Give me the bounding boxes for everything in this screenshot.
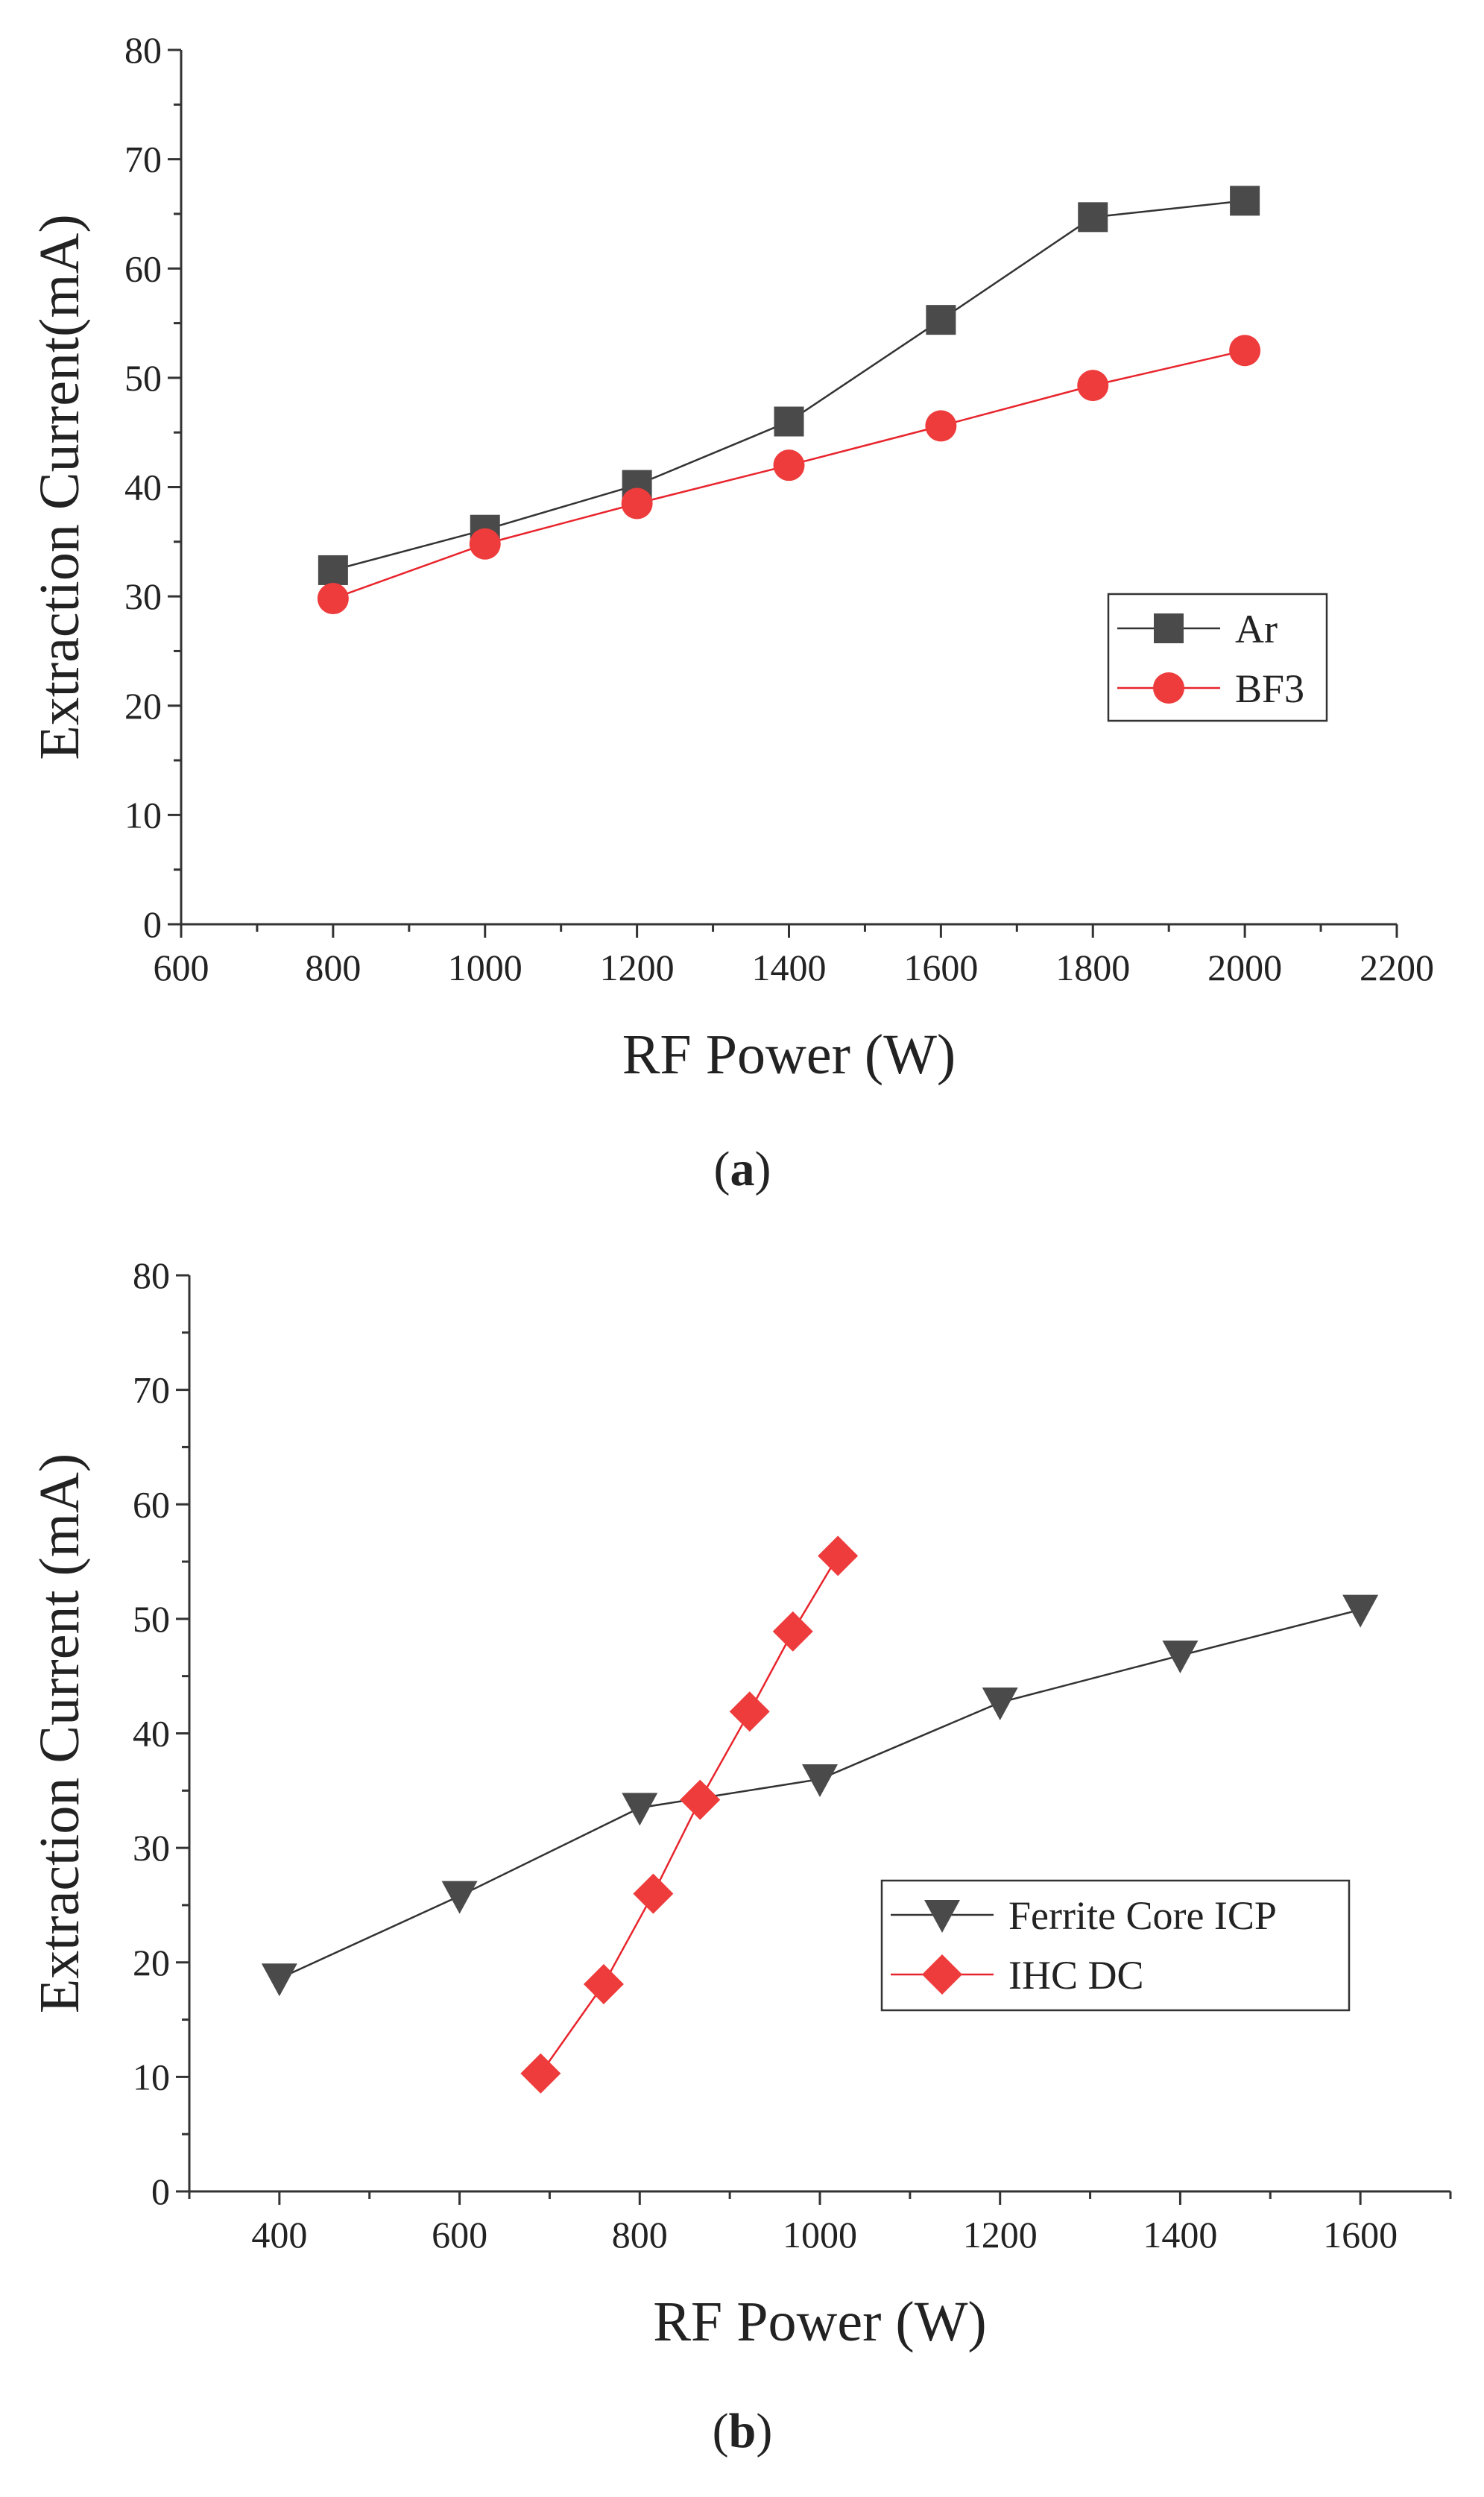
data-point (680, 1779, 721, 1820)
legend-box (1107, 593, 1328, 722)
series-ferrite-core-icp (261, 1594, 1379, 1997)
data-point (772, 1611, 813, 1652)
legend: Ar BF3 (1107, 593, 1328, 722)
data-point (520, 2053, 561, 2094)
panel-label: b (729, 2404, 757, 2458)
x-tick-label: 2200 (1360, 947, 1434, 988)
legend-box (880, 1879, 1351, 2012)
x-tick-label: 1200 (600, 947, 675, 988)
y-tick-label: 20 (124, 685, 162, 727)
legend-marker (922, 1954, 962, 1995)
x-tick-label: 600 (154, 947, 209, 988)
data-point (1162, 1641, 1199, 1674)
y-tick-label: 40 (133, 1713, 170, 1755)
y-tick-label: 30 (133, 1827, 170, 1869)
x-tick-label: 1000 (783, 2214, 857, 2255)
x-tick-label: 1600 (903, 947, 978, 988)
legend-label: BF3 (1235, 666, 1304, 711)
panel-label: a (730, 1142, 755, 1196)
x-tick-label: 600 (432, 2214, 487, 2255)
data-point (469, 528, 501, 560)
x-tick-label: 1200 (963, 2214, 1038, 2255)
legend-marker (1153, 672, 1184, 704)
legend: Ferrite Core ICP IHC DC (880, 1879, 1351, 2012)
x-tick-label: 1800 (1055, 947, 1130, 988)
y-tick-label: 10 (133, 2056, 170, 2097)
y-tick-label: 20 (133, 1942, 170, 1983)
x-tick-label: 400 (251, 2214, 307, 2255)
data-point (802, 1764, 838, 1797)
x-tick-label: 800 (305, 947, 361, 988)
y-tick-label: 70 (133, 1369, 170, 1411)
data-point (633, 1873, 674, 1914)
data-point (1342, 1594, 1379, 1628)
caption-paren-open: ( (713, 2404, 729, 2458)
panel-caption: (b) (713, 2404, 773, 2458)
y-tick-label: 80 (133, 1254, 170, 1296)
series-bf3 (317, 335, 1261, 615)
legend-marker (924, 1900, 960, 1933)
chart-panel-a: 0 10 20 30 40 50 60 70 80 600 800 1000 1200 1400 1600 1… (28, 29, 1434, 1196)
data-point (1077, 370, 1109, 402)
y-tick-label: 40 (124, 467, 162, 508)
data-point (926, 305, 956, 335)
data-point (1229, 335, 1261, 367)
x-tick-label: 1600 (1323, 2214, 1398, 2255)
y-tick-label: 50 (133, 1598, 170, 1640)
y-tick-label: 60 (133, 1483, 170, 1525)
data-point (774, 406, 804, 437)
x-axis-label: RF Power (W) (653, 2291, 987, 2353)
data-point (818, 1535, 859, 1576)
data-point (318, 555, 348, 585)
data-point (925, 410, 957, 442)
data-point (583, 1963, 624, 2004)
y-tick-label: 60 (124, 247, 162, 289)
legend-label: Ar (1235, 607, 1278, 651)
data-point (729, 1691, 770, 1732)
caption-paren-close: ) (755, 1142, 771, 1196)
legend-marker (1154, 613, 1184, 643)
legend-label: Ferrite Core ICP (1008, 1893, 1277, 1938)
x-tick-label: 1000 (448, 947, 522, 988)
x-axis-label: RF Power (W) (622, 1023, 956, 1086)
chart-panel-b: 0 10 20 30 40 50 60 70 80 400 600 800 1000 1200 1400 16… (28, 1254, 1452, 2458)
legend-label: IHC DC (1008, 1953, 1144, 1998)
y-tick-label: 70 (124, 139, 162, 180)
y-tick-label: 50 (124, 357, 162, 399)
series-ar (318, 186, 1260, 585)
y-tick-label: 10 (124, 794, 162, 836)
caption-paren-open: ( (714, 1142, 730, 1196)
data-point (1078, 202, 1108, 233)
data-point (773, 449, 805, 482)
data-point (622, 1793, 658, 1826)
y-tick-label: 0 (151, 2171, 170, 2212)
y-axis-label: Extraction Current (mA) (28, 1453, 91, 2013)
x-tick-label: 1400 (752, 947, 827, 988)
data-point (441, 1881, 478, 1914)
y-axis-label: Extraction Current(mA) (28, 214, 91, 760)
x-tick-label: 800 (612, 2214, 668, 2255)
x-tick-label: 1400 (1143, 2214, 1217, 2255)
x-tick-label: 2000 (1207, 947, 1282, 988)
caption-paren-close: ) (756, 2404, 772, 2458)
data-point (621, 487, 653, 520)
data-point (261, 1963, 297, 1997)
series-ihc-dc (520, 1535, 859, 2094)
panel-caption: (a) (714, 1142, 771, 1196)
data-point (317, 583, 349, 615)
y-tick-label: 0 (143, 903, 162, 945)
data-point (982, 1688, 1018, 1721)
data-point (1230, 186, 1260, 216)
y-tick-label: 80 (124, 29, 162, 71)
y-tick-label: 30 (124, 575, 162, 617)
